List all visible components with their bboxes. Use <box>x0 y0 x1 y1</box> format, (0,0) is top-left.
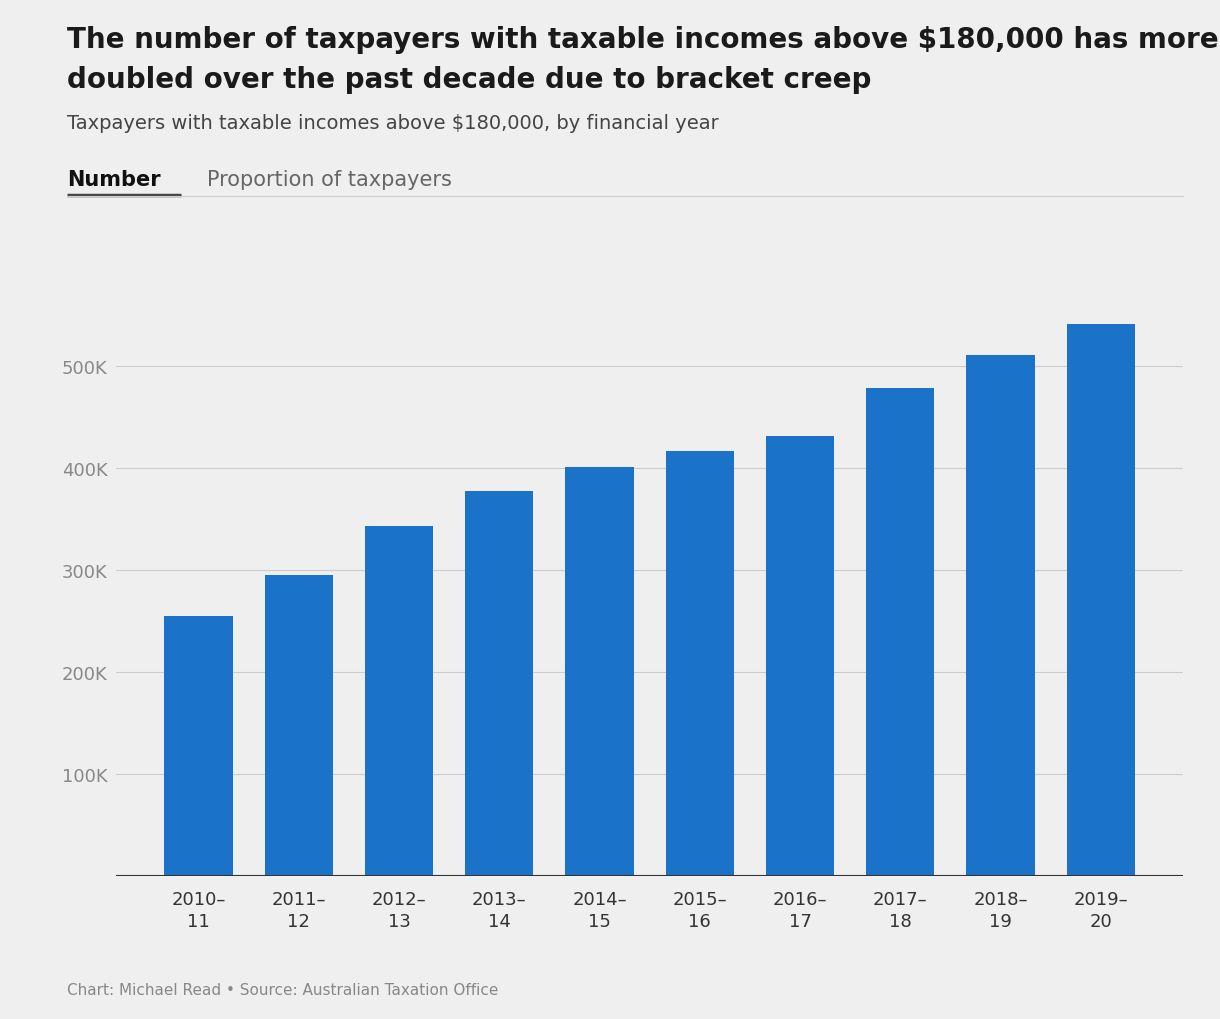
Bar <box>866 388 935 876</box>
Text: Chart: Michael Read • Source: Australian Taxation Office: Chart: Michael Read • Source: Australian… <box>67 981 499 997</box>
Bar <box>966 356 1035 876</box>
Bar <box>265 576 333 876</box>
Bar <box>465 491 533 876</box>
Bar <box>165 616 233 876</box>
Bar <box>666 451 734 876</box>
Bar <box>1066 325 1135 876</box>
Bar <box>565 468 633 876</box>
Text: Taxpayers with taxable incomes above $180,000, by financial year: Taxpayers with taxable incomes above $18… <box>67 114 719 133</box>
Text: The number of taxpayers with taxable incomes above $180,000 has more than: The number of taxpayers with taxable inc… <box>67 25 1220 53</box>
Text: doubled over the past decade due to bracket creep: doubled over the past decade due to brac… <box>67 66 871 94</box>
Bar <box>365 527 433 876</box>
Bar <box>766 436 834 876</box>
Text: Proportion of taxpayers: Proportion of taxpayers <box>207 170 453 191</box>
Text: Number: Number <box>67 170 161 191</box>
